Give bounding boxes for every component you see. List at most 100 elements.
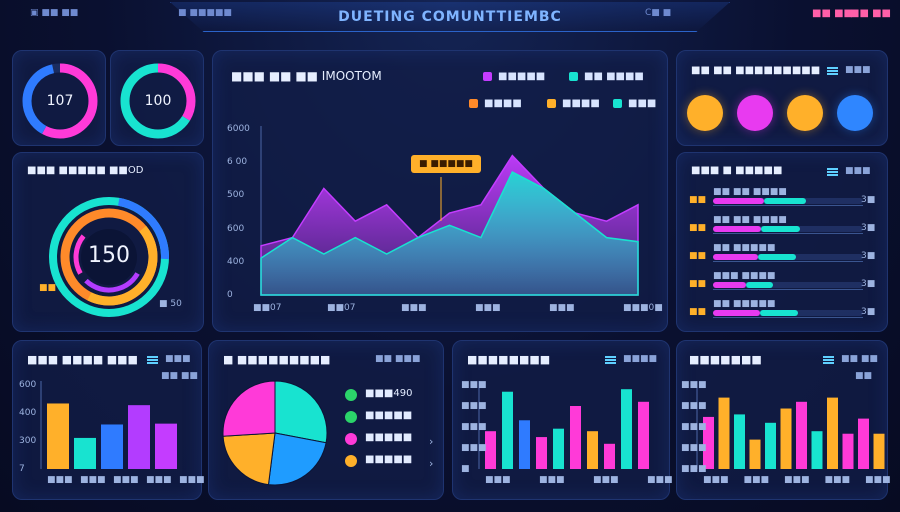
gauge-panel-1[interactable]: 107 — [12, 50, 106, 146]
area-chart-panel[interactable]: ■■■ ■■ ■■ IMOOTOM ■■■■■ ■■ ■■■■ ■■■■ ■■■… — [212, 50, 668, 332]
y-tick-label: 6 00 — [227, 157, 248, 168]
area-legend-2[interactable]: ■■■■ — [469, 98, 522, 109]
progress-fill-cyan — [760, 310, 799, 316]
bar[interactable] — [604, 443, 615, 469]
bar[interactable] — [858, 418, 869, 469]
area-legend-3[interactable]: ■■■■ — [547, 98, 600, 109]
pie-panel[interactable]: ■ ■■■■■■■■■ ■■ ■■■ ■■■490 ■■■■■ ■■■■■ ■■■■■… — [208, 340, 444, 500]
bar-panel-2-title: ■■■■■■■■ — [467, 353, 551, 366]
menu-icon[interactable] — [823, 356, 834, 364]
bar[interactable] — [553, 428, 564, 469]
legend-swatch — [469, 99, 478, 108]
bars1-wrap-plot[interactable] — [13, 341, 203, 501]
pie-slice[interactable] — [274, 380, 328, 444]
bar-panel-3[interactable]: ■■■■■■■ ■■ ■■ ■■ ■■■ ■■■ ■■■ ■■■ ■■■ ■■■ ■■■ ■■… — [676, 340, 891, 501]
bar[interactable] — [842, 433, 854, 469]
bars2-wrap-plot[interactable] — [453, 341, 671, 501]
bar[interactable] — [873, 433, 885, 469]
menu-icon[interactable] — [827, 168, 838, 176]
bar[interactable] — [811, 431, 823, 469]
progress-fill-cyan — [746, 282, 773, 288]
area-chart-tooltip: ■ ■■■■■ — [411, 155, 481, 173]
bar[interactable] — [519, 420, 530, 469]
x-tick-label: ■■■0■ — [623, 303, 663, 313]
area-legend-1[interactable]: ■■ ■■■■ — [569, 71, 644, 82]
bar[interactable] — [638, 401, 649, 469]
area-chart-plot[interactable] — [213, 51, 669, 333]
progress-panel[interactable]: ■■■ ■ ■■■■■ ■■■ ■■ ■■ ■■ ■■■■ 3■ ■■ ■■ ■■ ■■… — [676, 152, 888, 332]
bar[interactable] — [502, 391, 513, 469]
bar[interactable] — [765, 422, 776, 469]
progress-row-value: 3■ — [861, 195, 876, 205]
pie-slice[interactable] — [267, 432, 327, 486]
legend-label: ■■■■ — [484, 98, 522, 109]
bar-panel-2[interactable]: ■■■■■■■■ ■■■■ ■■■ ■■■ ■■■ ■■■ ■ ■■■ ■■■ ■■■ ■■■ — [452, 340, 673, 501]
chevron-right-icon[interactable]: › — [429, 457, 434, 470]
legend-label: ■■■■■ — [498, 71, 546, 82]
bar[interactable] — [703, 416, 714, 469]
bar[interactable] — [587, 431, 598, 469]
gauge-2-arc-a — [120, 63, 196, 139]
bar[interactable] — [827, 397, 838, 469]
chevron-right-icon[interactable]: › — [429, 435, 434, 448]
bar[interactable] — [796, 401, 807, 469]
x-tick-label: ■■■ — [647, 475, 673, 485]
pie-legend-label: ■■■■■ — [365, 454, 413, 465]
bar-panel-1[interactable]: ■■■ ■■■■ ■■■ ■■■ ■■ ■■ 600 400 300 7 ■■■ ■■■ ■… — [12, 340, 205, 501]
bar-panel-1-title: ■■■ ■■■■ ■■■ — [27, 353, 138, 366]
progress-row-label: ■■ ■■■■■ — [713, 299, 776, 309]
bar[interactable] — [74, 437, 96, 469]
bar[interactable] — [128, 405, 150, 469]
bar[interactable] — [749, 439, 761, 469]
area-series-1[interactable] — [260, 170, 639, 296]
pie-slice[interactable] — [222, 432, 276, 486]
pie-slice[interactable] — [222, 380, 276, 437]
progress-row-value: 3■ — [861, 251, 876, 261]
progress-track — [713, 282, 863, 288]
gauge-panel-2[interactable]: 100 — [110, 50, 204, 146]
menu-icon[interactable] — [147, 356, 158, 364]
bar-panel-3-title: ■■■■■■■ — [689, 353, 762, 366]
color-dot[interactable] — [737, 95, 773, 131]
x-tick-label: ■■■ — [179, 475, 205, 485]
progress-track-line — [713, 205, 863, 206]
progress-row-value: 3■ — [861, 279, 876, 289]
x-tick-label: ■■■ — [593, 475, 619, 485]
legend-label: ■■ ■■■■ — [584, 71, 644, 82]
color-dots-panel[interactable]: ■■ ■■ ■■■■■■■■■ ■■■ — [676, 50, 888, 146]
header-right-b: ■■ ■■ — [812, 8, 853, 19]
color-dot[interactable] — [687, 95, 723, 131]
bars3-wrap-plot[interactable] — [677, 341, 889, 501]
area-legend-0[interactable]: ■■■■■ — [483, 71, 545, 82]
x-tick-label: ■■■ — [113, 475, 139, 485]
menu-icon[interactable] — [827, 67, 838, 75]
bar[interactable] — [536, 437, 547, 469]
bar[interactable] — [155, 423, 177, 469]
bar[interactable] — [621, 389, 632, 469]
pie-chart[interactable] — [209, 341, 445, 501]
x-tick-label: ■■■ — [865, 475, 891, 485]
bar[interactable] — [718, 397, 730, 469]
menu-icon[interactable] — [605, 356, 616, 364]
y-tick-label: 400 — [19, 408, 37, 418]
progress-fill-cyan — [764, 198, 806, 204]
bar[interactable] — [485, 431, 496, 469]
bar-panel-3-sub: ■■ ■■ — [841, 354, 878, 364]
y-tick-label: 6000 — [227, 124, 250, 134]
color-dot[interactable] — [837, 95, 873, 131]
bar[interactable] — [101, 424, 123, 469]
gauge-2-arc-b — [120, 63, 196, 139]
header-frame — [170, 2, 730, 32]
ring-panel[interactable]: ■■■ ■■■■■ ■■OD 150 ■■ ■ 50 — [12, 152, 204, 332]
bar[interactable] — [47, 403, 69, 469]
color-dots-sub: ■■■ — [845, 65, 871, 75]
bar[interactable] — [780, 408, 792, 469]
ring-chart — [49, 197, 169, 317]
bar[interactable] — [734, 414, 745, 469]
progress-fill-magenta — [713, 282, 746, 288]
progress-track-line — [713, 317, 863, 318]
bar[interactable] — [570, 406, 581, 469]
area-legend-4[interactable]: ■■■ — [613, 98, 656, 109]
progress-row-tag: ■■ — [689, 223, 707, 233]
color-dot[interactable] — [787, 95, 823, 131]
